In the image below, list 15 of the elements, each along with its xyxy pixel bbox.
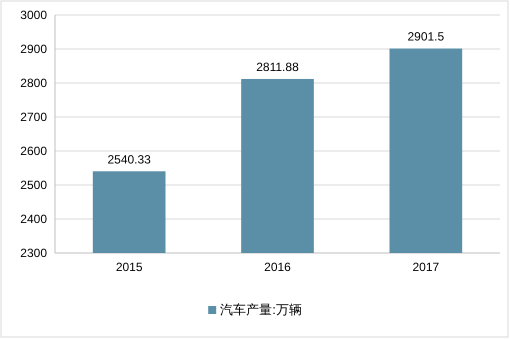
- y-tick-label: 3000: [20, 8, 48, 22]
- data-label: 2901.5: [407, 29, 445, 44]
- y-tick-label: 2800: [20, 76, 48, 90]
- y-tick-label: 2600: [20, 144, 48, 158]
- y-tick-label: 2500: [20, 178, 48, 192]
- y-tick-label: 2900: [20, 42, 48, 56]
- y-tick-label: 2700: [20, 110, 48, 124]
- y-tick-label: 2300: [20, 246, 48, 260]
- legend-label: 汽车产量:万辆: [220, 302, 302, 317]
- x-tick-label: 2015: [116, 260, 143, 274]
- x-tick-label: 2017: [412, 260, 440, 274]
- data-label: 2540.33: [107, 152, 152, 166]
- x-tick-label: 2016: [264, 260, 292, 274]
- y-tick-label: 2400: [20, 212, 48, 226]
- data-label: 2811.88: [256, 60, 300, 74]
